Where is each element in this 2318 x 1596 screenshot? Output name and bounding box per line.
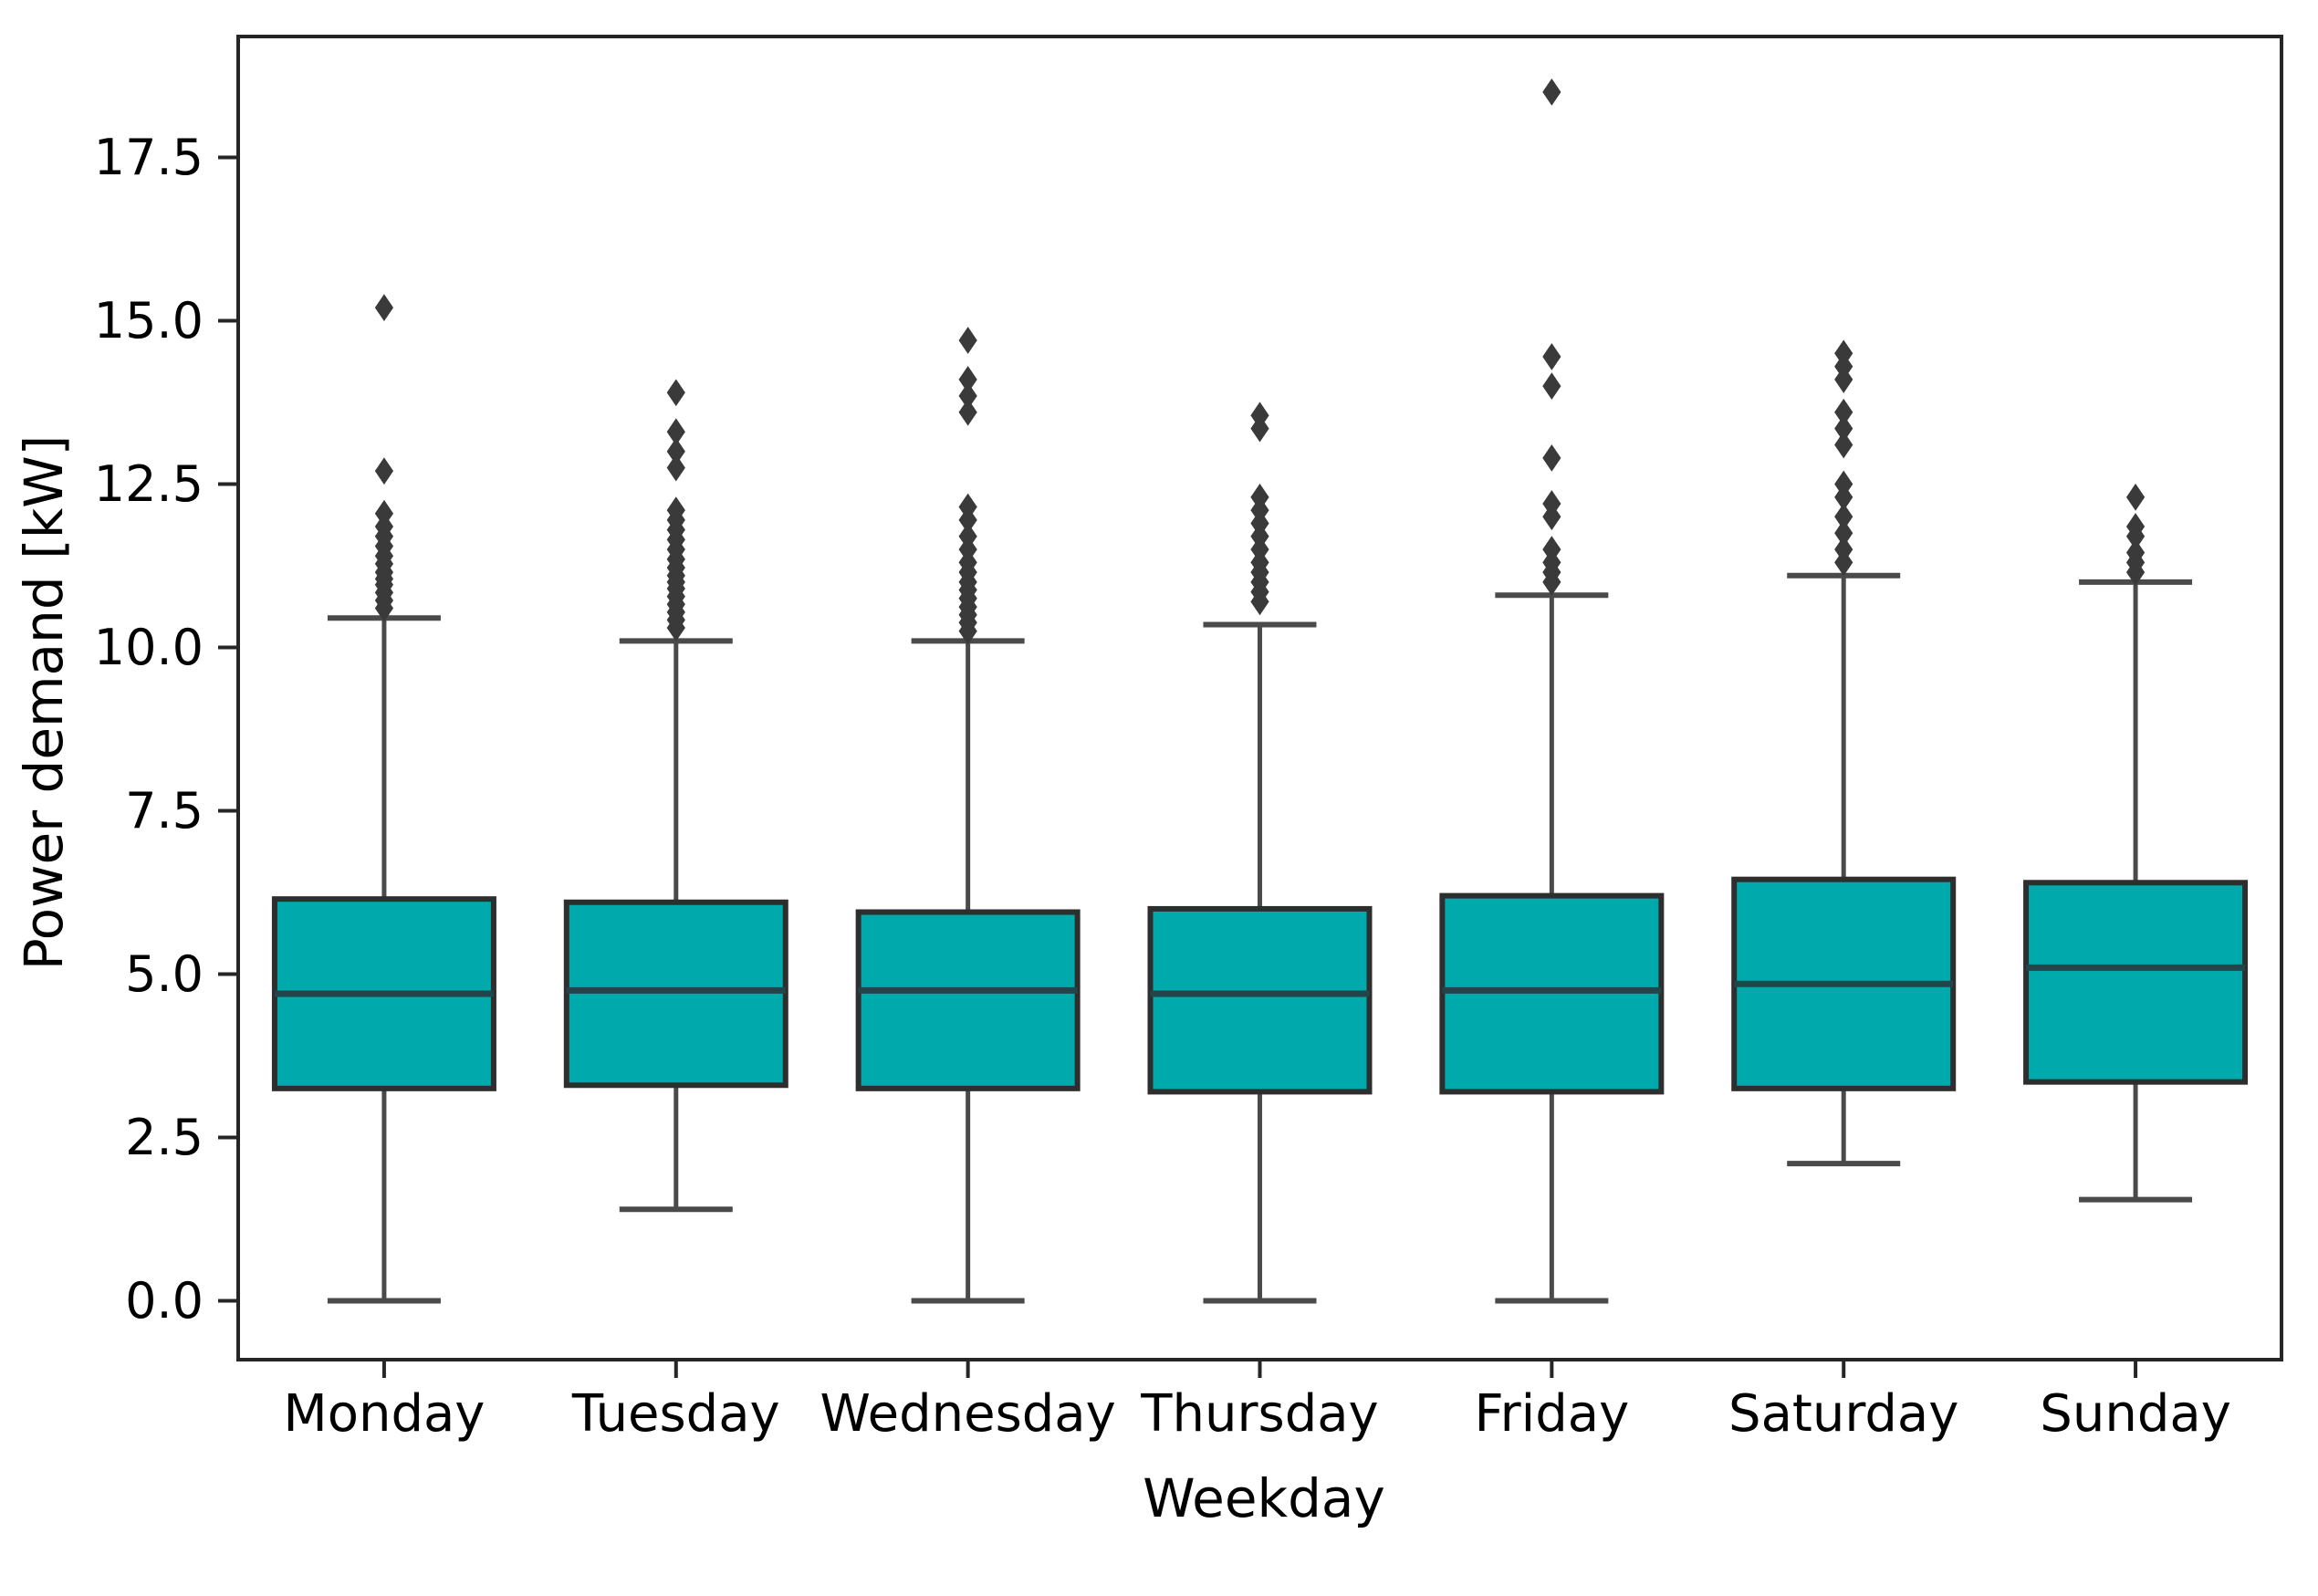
outlier-wednesday <box>958 381 977 410</box>
outlier-tuesday <box>666 496 685 525</box>
box-sunday <box>2023 880 2249 1085</box>
outlier-saturday <box>1834 470 1853 498</box>
outlier-friday <box>1542 443 1561 472</box>
y-tick-label: 15.0 <box>94 292 204 349</box>
outlier-wednesday <box>958 522 977 550</box>
outlier-monday <box>374 499 394 527</box>
outlier-tuesday <box>666 418 685 446</box>
outlier-tuesday <box>666 379 685 407</box>
x-tick-label-monday: Monday <box>283 1384 485 1444</box>
outlier-tuesday <box>666 437 685 465</box>
box-friday <box>1439 892 1665 1095</box>
outlier-thursday <box>1250 402 1269 430</box>
x-tick-label-saturday: Saturday <box>1728 1384 1958 1444</box>
y-tick-label: 12.5 <box>94 455 204 513</box>
outlier-saturday <box>1834 503 1853 531</box>
outlier-sunday <box>2125 538 2146 567</box>
outlier-tuesday <box>666 454 685 482</box>
outlier-saturday <box>1834 519 1853 548</box>
outlier-sunday <box>2125 483 2146 511</box>
x-tick-label-friday: Friday <box>1474 1384 1629 1444</box>
box-tuesday <box>563 899 788 1089</box>
outlier-thursday <box>1250 483 1269 511</box>
x-tick-label-sunday: Sunday <box>2040 1384 2231 1444</box>
y-axis-label: Power demand [kW] <box>13 434 75 971</box>
outlier-saturday <box>1834 431 1853 459</box>
outlier-monday <box>374 294 394 322</box>
box-thursday <box>1147 905 1373 1095</box>
outlier-wednesday <box>958 327 977 354</box>
y-tick-label: 17.5 <box>94 129 204 186</box>
outlier-friday <box>1542 490 1561 517</box>
outlier-sunday <box>2125 513 2146 540</box>
y-tick-label: 0.0 <box>125 1272 204 1330</box>
y-tick-label: 10.0 <box>94 619 204 676</box>
outlier-friday <box>1542 536 1561 563</box>
outlier-friday <box>1542 372 1561 400</box>
outlier-saturday <box>1834 398 1853 426</box>
box-wednesday <box>855 909 1081 1091</box>
x-axis-label: Weekday <box>1143 1467 1385 1529</box>
outlier-saturday <box>1834 414 1853 443</box>
x-tick-label-thursday: Thursday <box>1140 1384 1378 1444</box>
x-tick-label-wednesday: Wednesday <box>820 1384 1116 1444</box>
outlier-friday <box>1542 78 1561 106</box>
y-tick-label: 5.0 <box>125 945 204 1003</box>
outlier-wednesday <box>958 493 977 521</box>
outlier-friday <box>1542 342 1561 370</box>
x-tick-label-tuesday: Tuesday <box>571 1384 780 1444</box>
outlier-wednesday <box>958 366 977 393</box>
y-tick-label: 7.5 <box>125 782 204 840</box>
outlier-saturday <box>1834 339 1853 368</box>
y-tick-label: 2.5 <box>125 1109 204 1166</box>
outlier-monday <box>374 457 394 485</box>
outlier-saturday <box>1834 536 1853 563</box>
outlier-wednesday <box>958 398 977 426</box>
